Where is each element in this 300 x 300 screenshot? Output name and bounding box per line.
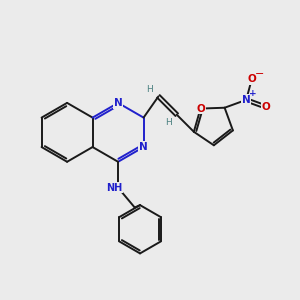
Text: H: H [146,85,153,94]
Text: −: − [255,69,265,79]
Text: O: O [262,102,271,112]
Text: NH: NH [106,183,123,193]
Text: N: N [114,98,122,108]
Text: O: O [247,74,256,84]
Text: N: N [242,95,250,105]
Text: N: N [139,142,148,152]
Text: O: O [196,103,205,114]
Text: H: H [166,118,172,127]
Text: +: + [249,89,256,98]
